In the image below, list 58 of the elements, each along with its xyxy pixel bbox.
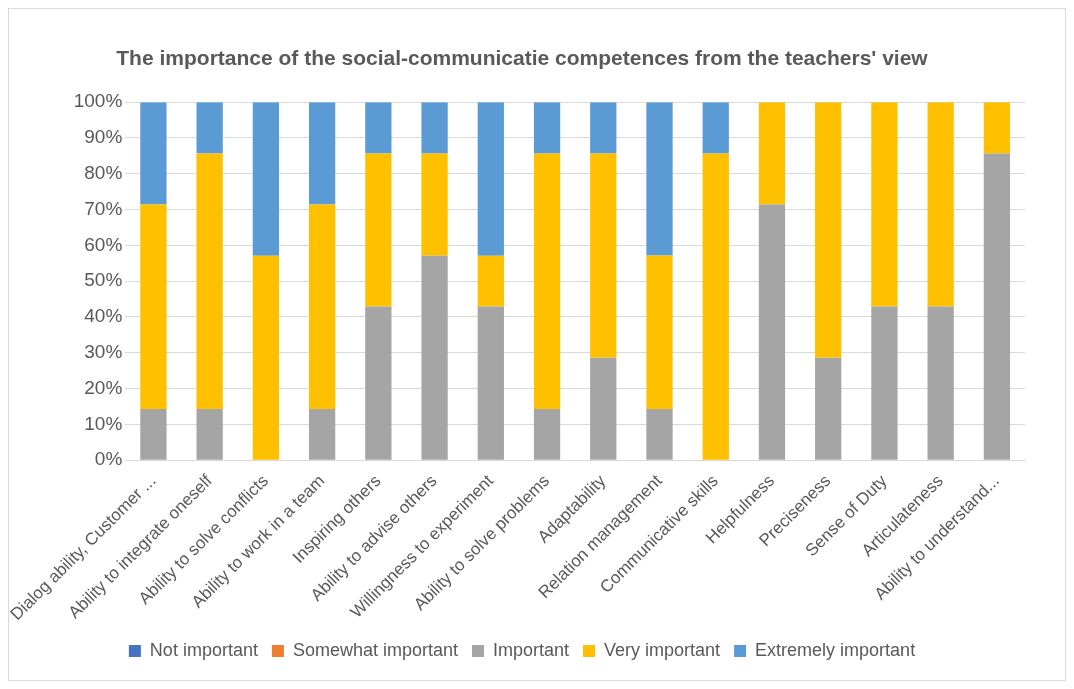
bar: [590, 357, 617, 460]
y-tick-label: 70%: [84, 197, 123, 219]
bar: [646, 408, 673, 460]
y-tick-label: 50%: [84, 269, 123, 291]
y-tick-label: 60%: [84, 233, 123, 255]
bar: [983, 102, 1011, 154]
bar: [196, 408, 223, 460]
bar: [927, 102, 954, 307]
bar: [421, 153, 448, 256]
y-tick-label: 10%: [84, 412, 123, 434]
y-tick-label: 80%: [84, 162, 123, 184]
legend-label: Important: [492, 639, 570, 660]
bar: [477, 255, 504, 307]
bar: [815, 357, 842, 460]
bar: [590, 102, 617, 154]
bar: [590, 153, 617, 358]
bar: [702, 102, 729, 154]
bar: [927, 306, 954, 460]
bar: [365, 153, 392, 307]
y-tick-label: 90%: [84, 126, 123, 148]
bar: [646, 102, 673, 256]
bar: [140, 102, 167, 205]
y-tick-label: 0%: [94, 448, 123, 470]
bar: [308, 408, 336, 460]
y-tick-label: 20%: [84, 376, 123, 398]
bar: [365, 102, 392, 154]
legend-label: Very important: [604, 639, 721, 660]
legend-label: Not important: [149, 639, 258, 660]
legend-label: Somewhat important: [292, 639, 458, 660]
bar: [477, 102, 504, 256]
bar: [758, 102, 786, 205]
bar: [871, 102, 898, 307]
bar: [140, 204, 167, 409]
bar: [758, 204, 786, 460]
bar: [196, 153, 223, 409]
bar: [308, 102, 336, 205]
bar: [871, 306, 898, 460]
bar: [421, 255, 448, 460]
bar: [533, 408, 561, 460]
bar: [477, 306, 504, 460]
bar: [533, 102, 561, 154]
y-tick-label: 100%: [73, 90, 123, 112]
chart-title: The importance of the social-communicatie competences from the teachers' view: [116, 46, 929, 70]
bar: [252, 255, 280, 460]
bar: [646, 255, 673, 409]
y-tick-label: 30%: [84, 341, 123, 363]
bar: [140, 408, 167, 460]
y-tick-label: 40%: [84, 305, 123, 327]
bar: [421, 102, 448, 154]
bar: [196, 102, 223, 154]
bar: [308, 204, 336, 409]
bar: [815, 102, 842, 358]
bar: [252, 102, 280, 256]
bar: [702, 153, 729, 460]
legend-label: Extremely important: [755, 639, 916, 660]
bar: [983, 153, 1011, 460]
bar: [533, 153, 561, 409]
bar: [365, 306, 392, 460]
